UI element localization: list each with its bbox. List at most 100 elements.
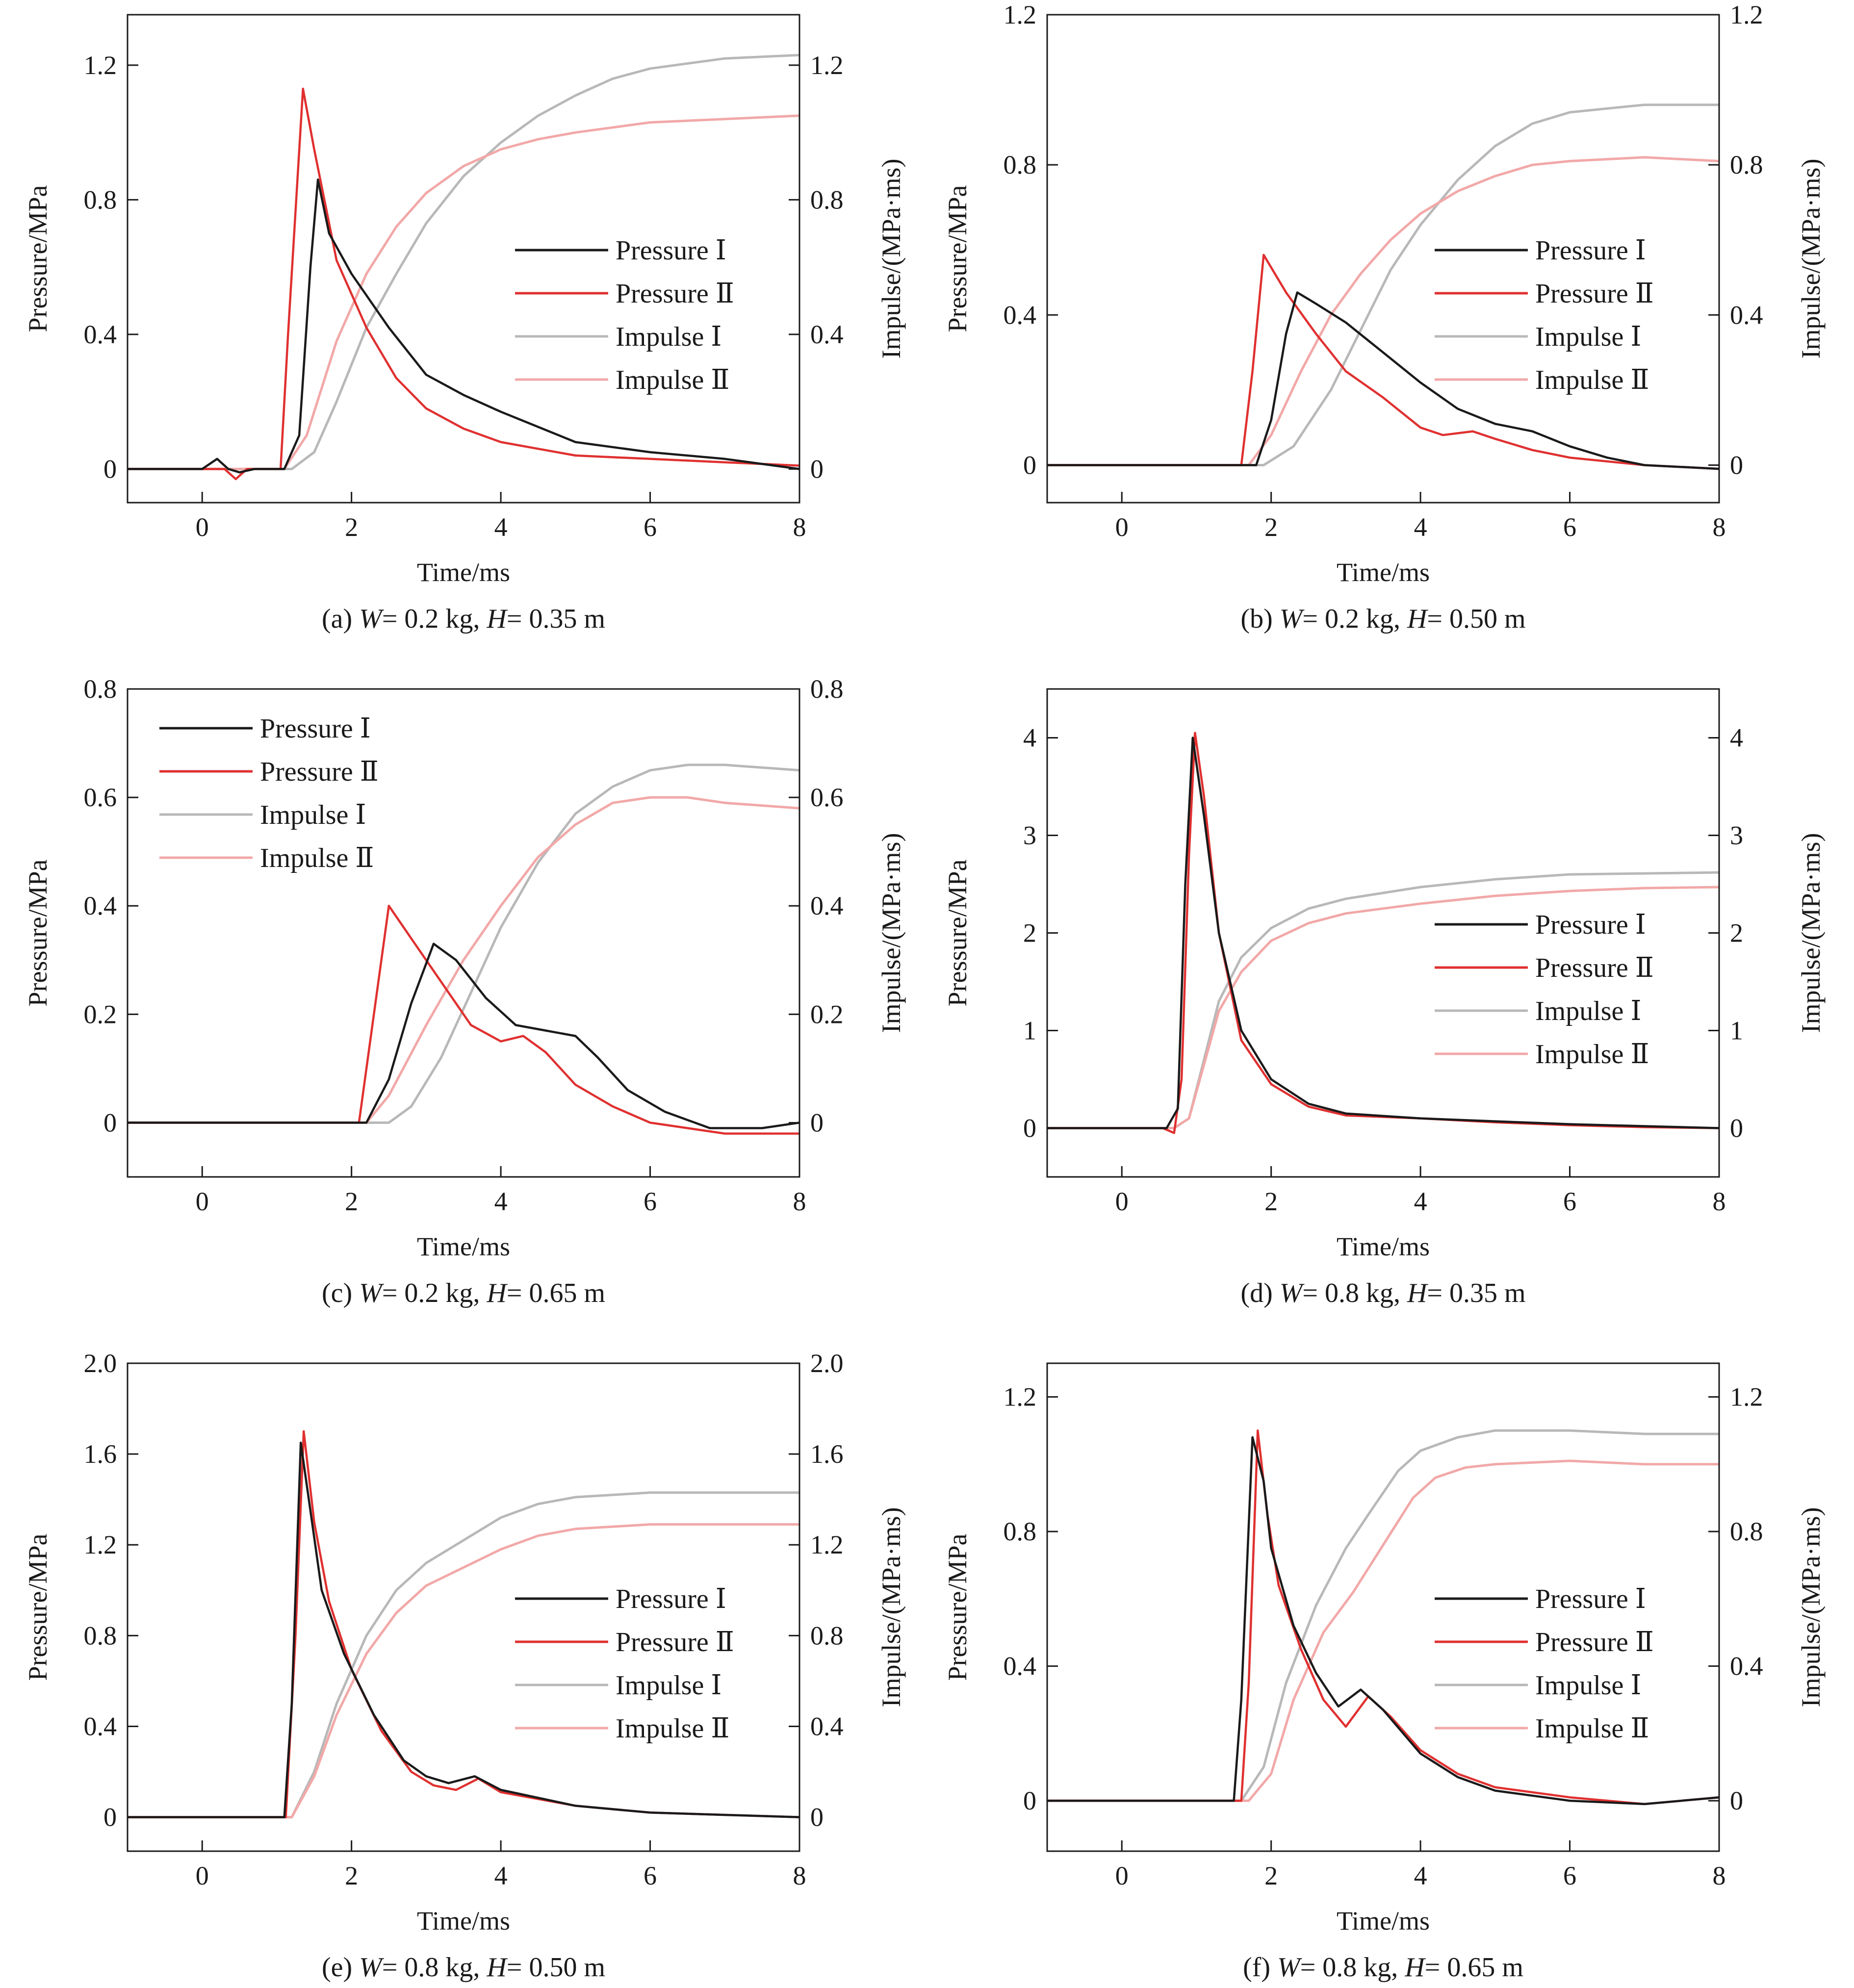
series-line-3 — [128, 764, 799, 1124]
y-axis-title-left: Pressure/MPa — [23, 859, 52, 1006]
legend-entry: Impulse Ⅰ — [1535, 1670, 1642, 1701]
legend: Pressure Ⅰ Pressure Ⅱ Impulse Ⅰ Impulse Ⅱ — [159, 714, 379, 873]
y-axis-title-left: Pressure/MPa — [943, 859, 972, 1006]
y-tick-label-left: 2.0 — [84, 1349, 117, 1378]
caption-h: H — [1404, 1952, 1426, 1983]
y-tick-label-right: 2.0 — [810, 1349, 844, 1378]
x-tick-label: 2 — [345, 1187, 358, 1216]
panel-caption: (b) W= 0.2 kg, H= 0.50 m — [1240, 604, 1525, 634]
caption-h: H — [486, 1952, 508, 1983]
y-tick-label-right: 0.6 — [810, 783, 844, 812]
x-tick-label: 2 — [1264, 1861, 1278, 1890]
y-tick-label-right: 0.8 — [810, 674, 844, 704]
legend-entry: Pressure Ⅱ — [1535, 953, 1654, 983]
y-axis-title-right: Impulse/(MPa·ms) — [876, 833, 906, 1033]
caption-h-value: = 0.35 m — [1427, 1278, 1525, 1308]
x-tick-label: 0 — [1115, 1861, 1129, 1890]
x-tick-label: 6 — [644, 1187, 657, 1216]
y-tick-label-left: 0.2 — [84, 999, 117, 1029]
legend-entry: Impulse Ⅰ — [1535, 996, 1642, 1026]
panel-a: 0 2 4 6 800.40.81.200.40.81.2Time/msPressure… — [23, 14, 906, 634]
y-tick-label-left: 0 — [1023, 1114, 1036, 1143]
x-tick-label: 0 — [1115, 1187, 1129, 1216]
series-line-1 — [128, 178, 799, 474]
x-tick-label: 2 — [345, 512, 358, 542]
y-axis-title-right: Impulse/(MPa·ms) — [1796, 1507, 1826, 1708]
legend: Pressure Ⅰ Pressure Ⅱ Impulse Ⅰ Impulse Ⅱ — [1435, 1584, 1654, 1744]
caption-h: H — [1407, 1278, 1428, 1308]
y-tick-label-left: 0.4 — [84, 320, 117, 349]
legend-entry: Impulse Ⅱ — [260, 843, 374, 873]
legend-entry: Impulse Ⅱ — [1535, 1039, 1649, 1070]
series-line-2 — [1047, 1429, 1719, 1806]
plot-frame — [127, 1362, 800, 1852]
x-tick-label: 6 — [644, 512, 657, 542]
y-tick-label-right: 1.2 — [810, 51, 844, 80]
caption-h: H — [486, 604, 508, 634]
x-tick-label: 4 — [494, 512, 508, 542]
y-tick-label-left: 1.6 — [84, 1439, 117, 1469]
series-group — [1047, 103, 1719, 470]
caption-h-value: = 0.65 m — [1425, 1952, 1523, 1983]
panel-b: 0 2 4 6 8 0 0.4 0.8 1.2 0 0.4 0.8 1.2 Time/ms Pressure… — [943, 0, 1826, 634]
y-tick-label-left: 0 — [103, 454, 117, 484]
y-tick-label-left: 0.4 — [84, 1711, 117, 1741]
series-group — [1047, 1429, 1719, 1806]
y-tick-label-left: 3 — [1023, 821, 1036, 850]
caption-h: H — [1407, 604, 1428, 634]
x-tick-label: 4 — [494, 1861, 508, 1890]
y-tick-label-right: 0.4 — [810, 320, 844, 349]
plot-frame — [127, 14, 800, 504]
y-tick-label-right: 0.8 — [810, 185, 844, 214]
y-tick-label-right: 0.4 — [810, 1711, 844, 1741]
series-line-2 — [128, 904, 799, 1135]
legend: Pressure Ⅰ Pressure Ⅱ Impulse Ⅰ Impulse Ⅱ — [1435, 910, 1654, 1070]
panel-caption: (d) W= 0.8 kg, H= 0.35 m — [1240, 1278, 1525, 1308]
x-axis-title: Time/ms — [417, 558, 510, 587]
y-axis-title-left: Pressure/MPa — [23, 1533, 52, 1681]
series-line-1 — [1047, 1436, 1719, 1806]
series-line-2 — [1047, 254, 1719, 470]
caption-w-value: = 0.2 kg, — [382, 604, 487, 634]
x-tick-label: 0 — [1115, 512, 1129, 542]
series-line-4 — [128, 114, 799, 470]
panel-d: 0 2 4 6 8 0 1 2 3 4 0 1 2 3 4 Time/ms Pressure/MPa Impuls… — [943, 688, 1826, 1308]
series-line-1 — [1047, 291, 1719, 470]
series-line-1 — [128, 943, 799, 1129]
y-tick-label-left: 0 — [103, 1803, 117, 1832]
caption-w: W — [359, 604, 384, 634]
y-tick-label-left: 0.8 — [84, 674, 117, 704]
panel-e: 0 2 4 6 800.40.81.21.62.000.40.81.21.62.0Tim… — [23, 1349, 906, 1983]
y-tick-label-right: 0 — [1730, 450, 1743, 480]
y-axis-title-right: Impulse/(MPa·ms) — [876, 1507, 906, 1708]
x-tick-label: 4 — [1414, 512, 1427, 542]
x-tick-label: 6 — [1563, 1861, 1576, 1890]
y-tick-label-left: 0.6 — [84, 783, 117, 812]
legend-entry: Impulse Ⅱ — [1535, 365, 1649, 395]
x-axis-title: Time/ms — [1337, 558, 1430, 587]
y-tick-label-left: 1.2 — [84, 51, 117, 80]
x-axis-title: Time/ms — [417, 1232, 510, 1261]
x-tick-label: 0 — [196, 1187, 209, 1216]
y-tick-label-right: 0 — [1730, 1786, 1743, 1815]
caption-w: W — [1277, 1952, 1302, 1983]
y-tick-label-left: 0.4 — [84, 891, 117, 920]
y-tick-label-right: 0.8 — [810, 1621, 844, 1650]
caption-h-value: = 0.50 m — [1427, 604, 1525, 634]
y-tick-label-right: 0.8 — [1730, 150, 1763, 179]
caption-h-value: = 0.50 m — [507, 1952, 605, 1983]
series-line-4 — [1047, 886, 1719, 1129]
x-tick-label: 8 — [1713, 1861, 1726, 1890]
caption-prefix: (d) — [1240, 1278, 1279, 1308]
y-tick-label-right: 0.2 — [810, 999, 844, 1029]
series-line-2 — [128, 1430, 799, 1818]
y-tick-label-left: 0.4 — [1004, 300, 1037, 330]
series-line-4 — [1047, 1459, 1719, 1802]
legend-entry: Pressure Ⅱ — [1535, 279, 1654, 309]
series-line-3 — [128, 1491, 799, 1819]
y-tick-label-right: 1.6 — [810, 1439, 844, 1469]
caption-prefix: (f) — [1243, 1952, 1277, 1983]
legend: Pressure Ⅰ Pressure Ⅱ Impulse Ⅰ Impulse Ⅱ — [515, 1584, 734, 1744]
legend: Pressure Ⅰ Pressure Ⅱ Impulse Ⅰ Impulse Ⅱ — [515, 235, 734, 395]
